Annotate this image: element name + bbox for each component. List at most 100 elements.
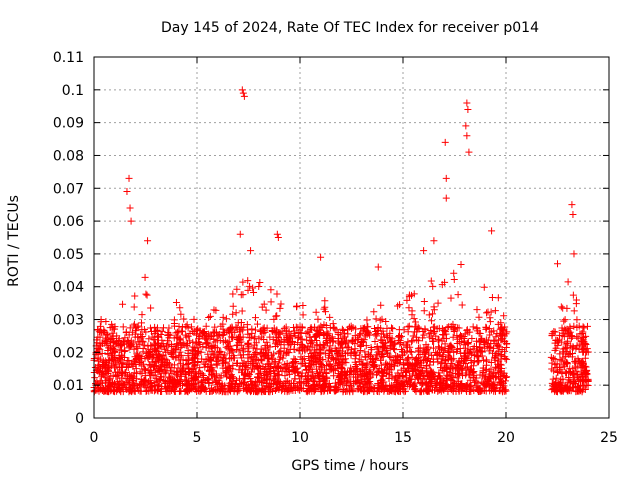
data-point — [487, 359, 495, 367]
data-point — [262, 376, 270, 384]
data-point — [574, 362, 582, 370]
data-point — [564, 278, 572, 286]
data-point — [229, 302, 237, 310]
data-point — [387, 342, 395, 350]
data-point — [107, 338, 115, 346]
data-point — [422, 361, 430, 369]
data-point — [226, 325, 234, 333]
data-point — [163, 342, 171, 350]
data-point — [446, 368, 454, 376]
data-point — [355, 379, 363, 387]
data-point — [416, 344, 424, 352]
data-point — [190, 362, 198, 370]
data-point — [480, 387, 488, 395]
data-point — [569, 291, 577, 299]
data-point — [114, 381, 122, 389]
data-point — [172, 298, 180, 306]
data-point — [111, 347, 119, 355]
data-point — [295, 386, 303, 394]
data-point — [498, 377, 506, 385]
data-point — [453, 332, 461, 340]
data-point — [463, 369, 471, 377]
data-point — [183, 361, 191, 369]
data-point — [553, 360, 561, 368]
data-point — [244, 347, 252, 355]
data-point — [477, 348, 485, 356]
data-point — [229, 373, 237, 381]
data-point — [486, 314, 494, 322]
data-point — [321, 303, 329, 311]
data-point — [458, 301, 466, 309]
data-point — [400, 383, 408, 391]
data-point — [576, 340, 584, 348]
data-point — [448, 343, 456, 351]
data-point — [121, 347, 129, 355]
data-point — [386, 336, 394, 344]
data-point — [372, 315, 380, 323]
data-point — [347, 367, 355, 375]
data-point — [419, 334, 427, 342]
data-point — [346, 381, 354, 389]
data-point — [240, 92, 248, 100]
data-point — [130, 320, 138, 328]
data-point — [435, 369, 443, 377]
data-point — [130, 381, 138, 389]
data-point — [352, 378, 360, 386]
data-point — [373, 332, 381, 340]
data-point — [422, 341, 430, 349]
data-point — [250, 365, 258, 373]
data-point — [583, 322, 591, 330]
data-point — [391, 376, 399, 384]
data-point — [457, 349, 465, 357]
data-point — [342, 355, 350, 363]
data-point — [344, 349, 352, 357]
data-point — [556, 331, 564, 339]
data-point — [271, 363, 279, 371]
data-point — [437, 364, 445, 372]
data-point — [565, 373, 573, 381]
data-point — [312, 308, 320, 316]
data-point — [208, 387, 216, 395]
data-point — [136, 387, 144, 395]
data-point — [119, 323, 127, 331]
data-point — [264, 354, 272, 362]
data-point — [391, 384, 399, 392]
data-point — [105, 382, 113, 390]
data-point — [383, 364, 391, 372]
data-point — [300, 344, 308, 352]
data-point — [557, 303, 565, 311]
data-point — [244, 277, 252, 285]
data-point — [183, 321, 191, 329]
data-point — [126, 204, 134, 212]
data-point — [426, 333, 434, 341]
data-point — [273, 381, 281, 389]
data-point — [480, 341, 488, 349]
data-point — [415, 337, 423, 345]
data-point — [444, 372, 452, 380]
data-point — [556, 363, 564, 371]
data-point — [583, 370, 591, 378]
data-point — [188, 356, 196, 364]
y-axis-label: ROTI / TECUs — [6, 195, 22, 287]
data-point — [373, 387, 381, 395]
data-point — [153, 385, 161, 393]
data-point — [194, 357, 202, 365]
data-point — [417, 388, 425, 396]
data-point — [102, 368, 110, 376]
data-point — [337, 375, 345, 383]
data-point — [442, 335, 450, 343]
data-point — [163, 383, 171, 391]
data-point — [142, 378, 150, 386]
data-point — [447, 294, 455, 302]
data-point — [256, 369, 264, 377]
data-point — [180, 368, 188, 376]
data-point — [127, 217, 135, 225]
data-point — [230, 387, 238, 395]
data-point — [264, 371, 272, 379]
data-point — [239, 333, 247, 341]
data-point — [548, 379, 556, 387]
data-point — [244, 286, 252, 294]
data-point — [470, 369, 478, 377]
data-point — [239, 346, 247, 354]
data-point — [276, 329, 284, 337]
